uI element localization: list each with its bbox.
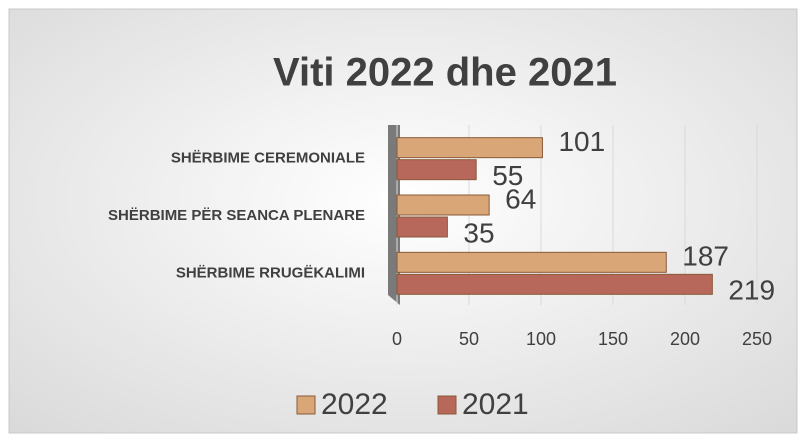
legend-label: 2022 xyxy=(321,388,388,421)
bar xyxy=(396,159,477,181)
y-tick-label: SHËRBIME CEREMONIALE xyxy=(171,150,365,167)
bar xyxy=(396,216,448,238)
x-tick-label: 250 xyxy=(742,329,772,349)
x-tick-label: 0 xyxy=(392,329,402,349)
legend-swatch xyxy=(437,395,457,415)
legend-label: 2021 xyxy=(462,388,529,421)
bar xyxy=(396,137,543,159)
data-label: 101 xyxy=(558,126,605,157)
data-label: 219 xyxy=(728,275,775,306)
chart-title: Viti 2022 dhe 2021 xyxy=(273,51,617,95)
y-tick-label: SHËRBIME PËR SEANCA PLENARE xyxy=(108,207,365,224)
x-tick-label: 150 xyxy=(598,329,628,349)
data-label: 187 xyxy=(682,241,729,272)
bar xyxy=(396,251,667,273)
data-label: 55 xyxy=(492,160,523,191)
y-tick-label: SHËRBIME RRUGËKALIMI xyxy=(176,264,365,281)
data-label: 35 xyxy=(463,217,494,248)
x-tick-label: 200 xyxy=(670,329,700,349)
bar xyxy=(396,194,490,216)
legend-swatch xyxy=(296,395,316,415)
data-label: 64 xyxy=(505,183,536,214)
bar xyxy=(396,273,713,295)
x-tick-label: 50 xyxy=(459,329,479,349)
x-tick-label: 100 xyxy=(526,329,556,349)
